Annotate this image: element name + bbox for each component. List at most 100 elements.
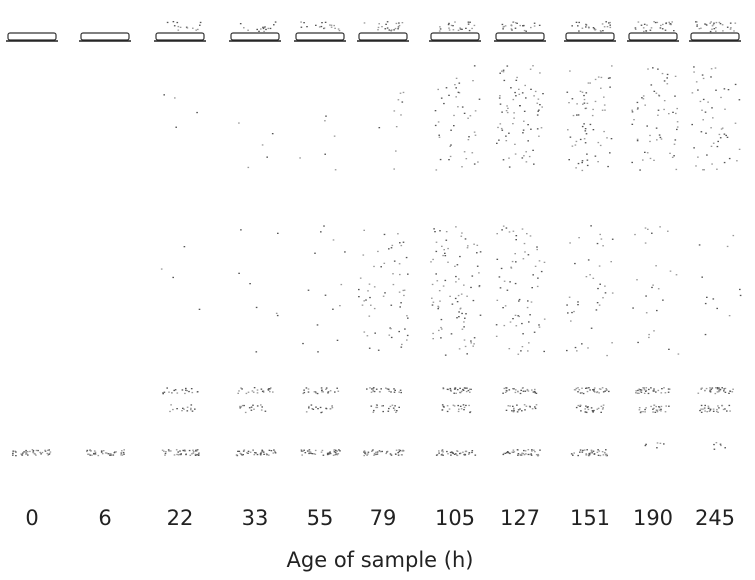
speckle [465,27,467,29]
speckle [587,408,590,411]
speckle [521,410,523,412]
speckle [473,343,475,345]
speckle [94,453,96,455]
speckle [673,155,675,157]
speckle [600,411,602,413]
speckle [302,392,305,395]
speckle [712,408,715,410]
speckle [309,451,312,453]
speckle [467,23,470,25]
speckle [528,321,530,323]
speckle [583,138,586,140]
speckle [371,449,374,452]
speckle [527,140,529,142]
speckle [430,261,432,263]
speckle [533,163,535,165]
speckle [334,451,337,453]
speckle [512,230,515,232]
speckle [656,139,658,141]
speckle [596,391,598,394]
speckle [717,405,719,407]
speckle [531,450,533,452]
speckle [589,389,591,391]
speckle [577,114,580,116]
speckle [534,451,536,453]
speckle [255,351,258,353]
speckle [25,449,27,452]
speckle [602,404,605,406]
speckle [400,454,403,456]
speckle [196,454,198,456]
speckle [573,452,575,454]
speckle [631,123,634,125]
speckle [659,442,662,444]
speckle [536,128,539,130]
speckle [445,231,448,233]
speckle [500,267,503,270]
speckle [316,392,319,395]
speckle [608,390,610,393]
speckle [442,254,444,257]
speckle [439,26,441,28]
speckle [652,67,654,69]
speckle [12,452,14,454]
speckle [40,453,42,455]
speckle [533,390,536,393]
speckle [442,285,445,287]
speckle [176,408,178,410]
speckle [437,306,440,308]
speckle [460,390,463,392]
speckle [725,134,727,137]
speckle [461,106,464,108]
speckle [524,409,526,411]
speckle [499,72,501,74]
speckle [398,22,400,24]
speckle [386,451,388,453]
speckle [444,252,446,254]
speckle [404,328,406,330]
speckle [524,251,526,253]
speckle [324,21,327,23]
speckle [440,337,442,339]
speckle [532,149,534,151]
speckle [14,450,16,452]
speckle [677,353,680,355]
speckle [336,450,338,452]
speckle [593,453,596,455]
speckle [609,152,611,154]
speckle [164,454,166,456]
speckle [381,26,383,28]
speckle [386,27,389,29]
speckle [464,345,467,348]
speckle [696,21,698,23]
speckle [336,454,339,456]
speckle [22,452,24,454]
speckle [567,129,569,131]
speckle [388,29,391,31]
speckle [600,76,603,79]
speckle [512,410,515,413]
speckle [107,453,110,455]
speckle [502,307,504,309]
speckle [241,404,244,407]
speckle [590,449,593,451]
speckle [657,288,660,290]
speckle [652,284,654,286]
speckle [514,391,517,394]
speckle [370,391,373,393]
speckle [588,452,591,455]
speckle [336,339,339,341]
speckle [644,227,647,229]
speckle [176,453,178,456]
speckle [264,410,267,412]
speckle [667,230,669,232]
speckle [473,337,476,339]
speckle [647,68,649,70]
speckle [643,392,646,394]
speckle [461,232,463,234]
speckle [579,404,582,406]
speckle [170,450,172,452]
speckle [466,387,468,389]
speckle [474,454,477,456]
speckle [112,454,115,456]
